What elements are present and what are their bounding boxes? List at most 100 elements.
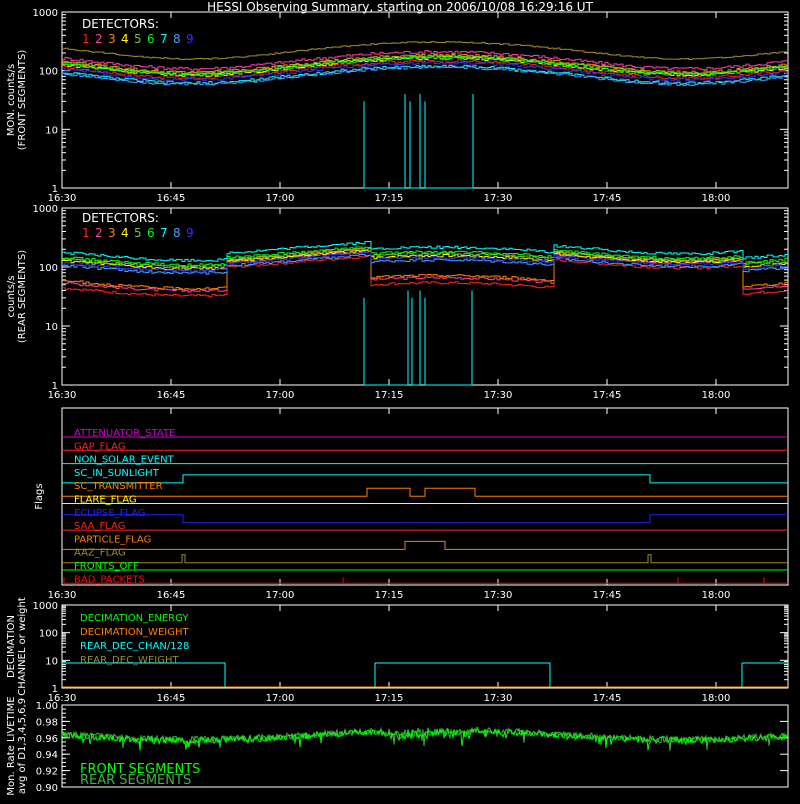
detector-number: 8 (173, 32, 181, 46)
flag-label: SC_TRANSMITTER (74, 481, 163, 492)
detector-number: 8 (173, 226, 181, 240)
y-axis-label: Flags (34, 483, 45, 509)
x-tick-label: 17:15 (375, 590, 404, 601)
y-tick-label: 0.94 (36, 750, 58, 761)
y-tick-label: 0.96 (36, 734, 58, 745)
detector-number: 9 (186, 226, 194, 240)
x-tick-label: 17:15 (375, 693, 404, 704)
x-tick-label: 18:00 (702, 693, 731, 704)
series-rear-det-3 (62, 247, 788, 291)
flag-line (62, 514, 788, 524)
y-tick-label: 10 (45, 656, 58, 667)
series-rear-det-7-gap (411, 290, 421, 386)
flag-label: ECLIPSE_FLAG (74, 508, 145, 519)
y-tick-label: 10 (45, 322, 58, 333)
y-tick-label: 1000 (33, 601, 58, 612)
series-rear-det-2 (62, 250, 788, 293)
x-tick-label: 17:00 (266, 390, 295, 401)
x-tick-label: 17:00 (266, 193, 295, 204)
series-front-olive (62, 41, 788, 60)
detector-number: 1 (82, 32, 90, 46)
flag-label: PARTICLE_FLAG (74, 534, 151, 545)
detector-number: 7 (160, 226, 168, 240)
series-front-det-9 (62, 60, 788, 82)
y-axis-label: avg of D1,3,4,5,6,9 (17, 698, 28, 794)
detector-number: 2 (95, 226, 103, 240)
livetime-legend-front: FRONT SEGMENTS (80, 762, 200, 777)
series-rear-det-6 (62, 246, 788, 267)
series-rear-det-4 (62, 249, 788, 271)
livetime-legend-rear: REAR SEGMENTS (80, 773, 191, 788)
series-front-det-5 (62, 54, 788, 75)
y-axis-label: (REAR SEGMENTS) (17, 250, 28, 343)
detectors-label: DETECTORS: (82, 211, 159, 225)
x-tick-label: 17:45 (593, 693, 622, 704)
series-front-det-7-gap (424, 94, 474, 189)
y-tick-label: 10 (45, 125, 58, 136)
series-front-det-2 (62, 50, 788, 71)
x-tick-label: 17:15 (375, 193, 404, 204)
flag-label: NON_SOLAR_EVENT (74, 455, 175, 466)
panel-4-frame (61, 604, 789, 689)
detector-number: 1 (82, 226, 90, 240)
series-front-det-7-gap (363, 94, 406, 189)
y-tick-label: 0.92 (36, 767, 58, 778)
flag-label: AAZ_FLAG (74, 548, 126, 559)
y-tick-label: 1.00 (36, 701, 58, 712)
y-tick-label: 1 (52, 381, 58, 392)
x-tick-label: 17:45 (593, 193, 622, 204)
x-tick-label: 17:45 (593, 590, 622, 601)
series-rear-det-9 (62, 251, 788, 273)
detector-number: 2 (95, 32, 103, 46)
y-tick-label: 1 (52, 184, 58, 195)
x-tick-label: 17:45 (593, 390, 622, 401)
x-tick-label: 18:00 (702, 590, 731, 601)
series-rear-det-8 (62, 253, 788, 275)
series-front-det-8 (62, 65, 788, 87)
series-rear-det-7-gap (363, 290, 409, 386)
flag-line (62, 474, 788, 484)
y-tick-label: 0.90 (36, 783, 58, 794)
y-axis-label: DECIMATION (6, 615, 17, 678)
flag-label: GAP_FLAG (74, 441, 126, 452)
detectors-label: DETECTORS: (82, 17, 159, 31)
x-tick-label: 17:00 (266, 693, 295, 704)
y-tick-label: 100 (39, 67, 58, 78)
y-tick-label: 0.98 (36, 717, 58, 728)
flag-label: SC_IN_SUNLIGHT (74, 468, 160, 479)
detector-number: 4 (121, 32, 129, 46)
x-tick-label: 17:30 (484, 193, 513, 204)
y-axis-label: CHANNEL or weight (17, 597, 28, 696)
series-rear-det-1 (62, 255, 788, 298)
detector-number: 6 (147, 32, 155, 46)
x-tick-label: 17:15 (375, 390, 404, 401)
decimation-legend-label: DECIMATION_ENERGY (80, 613, 189, 624)
y-tick-label: 1000 (33, 8, 58, 19)
decimation-legend-label: REAR_DEC_WEIGHT (80, 655, 179, 666)
detector-number: 9 (186, 32, 194, 46)
chart-title: HESSI Observing Summary, starting on 200… (207, 0, 593, 14)
x-tick-label: 18:00 (702, 390, 731, 401)
y-tick-label: 1 (52, 684, 58, 695)
series-livetime-front (61, 727, 788, 751)
y-axis-label: Mon. Rate LIVETIME (6, 696, 17, 795)
series-rear-dec-chan (62, 662, 788, 688)
flag-label: ATTENUATOR_STATE (74, 428, 175, 439)
x-tick-label: 16:45 (157, 193, 186, 204)
y-axis-label: (FRONT SEGMENTS) (17, 50, 28, 151)
x-tick-label: 17:30 (484, 390, 513, 401)
series-front-det-6 (62, 55, 788, 77)
decimation-legend-label: DECIMATION_WEIGHT (80, 627, 189, 638)
flag-label: SAA_FLAG (74, 521, 125, 532)
x-tick-label: 18:00 (702, 193, 731, 204)
flag-label: FRONTS_OFF (74, 561, 139, 572)
x-tick-label: 16:30 (48, 590, 77, 601)
y-tick-label: 100 (39, 629, 58, 640)
flag-line (62, 487, 788, 497)
detector-number: 6 (147, 226, 155, 240)
y-tick-label: 100 (39, 263, 58, 274)
y-axis-label: MON. counts/s (6, 64, 17, 136)
detector-number: 3 (108, 32, 116, 46)
y-axis-label: counts/s (6, 275, 17, 317)
